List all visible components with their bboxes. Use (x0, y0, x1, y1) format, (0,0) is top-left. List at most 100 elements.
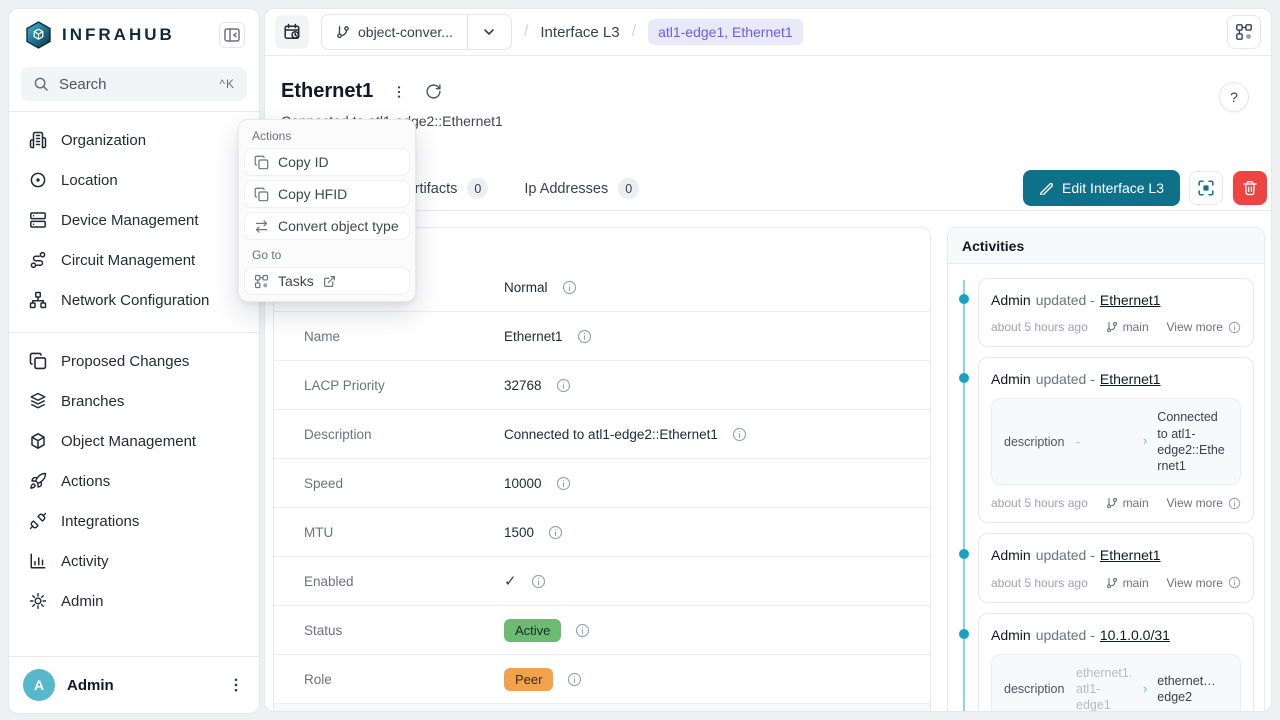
search-input[interactable]: Search ^K (21, 67, 247, 101)
menu-item-label: Copy ID (278, 154, 329, 170)
copy-icon (254, 155, 269, 169)
copy-icon (254, 187, 269, 201)
edit-interface-button[interactable]: Edit Interface L3 (1023, 170, 1180, 206)
activity-actor: Admin (991, 547, 1031, 564)
sidebar-user: A Admin (9, 656, 259, 713)
menu-item-copy-hfid[interactable]: Copy HFID (244, 180, 410, 208)
sidebar-item-location[interactable]: Location (17, 160, 251, 200)
sidebar-item-label: Location (61, 171, 118, 189)
sidebar-item-label: Circuit Management (61, 251, 196, 269)
schema-button[interactable] (1227, 15, 1261, 49)
view-more-label: View more (1166, 320, 1223, 335)
menu-item-convert-object-type[interactable]: Convert object type (244, 212, 410, 240)
sidebar-item-activity[interactable]: Activity (17, 541, 251, 581)
info-icon[interactable] (556, 378, 571, 393)
menu-item-tasks[interactable]: Tasks (244, 267, 410, 295)
sidebar-item-label: Integrations (61, 512, 140, 530)
sidebar-item-label: Proposed Changes (61, 352, 190, 370)
sidebar-divider (9, 332, 259, 333)
view-more-link[interactable]: View more (1167, 576, 1241, 590)
info-icon[interactable] (732, 427, 747, 442)
topbar: object-conver... / Interface L3 / atl1-e… (265, 9, 1271, 56)
menu-item-copy-id[interactable]: Copy ID (244, 148, 410, 176)
sidebar-item-integrations[interactable]: Integrations (17, 501, 251, 541)
sidebar-divider (9, 111, 259, 112)
info-icon[interactable] (562, 280, 577, 295)
view-more-label: View more (1166, 575, 1223, 590)
activity-object-link[interactable]: Ethernet1 (1099, 547, 1161, 564)
view-more-link[interactable]: View more (1167, 496, 1241, 510)
convert-arrows-icon (255, 219, 268, 233)
info-icon (1228, 497, 1241, 510)
view-more-link[interactable]: View more (1167, 320, 1241, 334)
view-more-label: View more (1166, 496, 1223, 511)
info-icon[interactable] (548, 525, 563, 540)
package-icon (31, 433, 45, 449)
activities-timeline: Admin updated - Ethernet1 about 5 hours … (948, 264, 1264, 711)
enabled-checkmark: ✓ (504, 572, 517, 590)
activity-action: updated - (1035, 371, 1095, 388)
sidebar-item-organization[interactable]: Organization (17, 120, 251, 160)
activity-object-link[interactable]: Ethernet1 (1099, 292, 1161, 308)
activity-branch[interactable]: main (1106, 576, 1149, 590)
manage-groups-button[interactable] (1189, 171, 1223, 205)
sidebar-item-proposed-changes[interactable]: Proposed Changes (17, 341, 251, 381)
branch-selector[interactable]: object-conver... (321, 14, 512, 50)
sidebar-item-branches[interactable]: Branches (17, 381, 251, 421)
branch-name: object-conver... (358, 24, 453, 40)
chevron-down-icon (484, 29, 495, 35)
help-button[interactable]: ? (1219, 82, 1249, 112)
activity-time: about 5 hours ago (991, 496, 1088, 511)
logo-row: INFRAHUB (9, 9, 259, 59)
sidebar-item-network-configuration[interactable]: Network Configuration (17, 280, 251, 320)
details-panel: Normal Name Ethernet1 LACP Priority 3276… (273, 227, 931, 711)
sidebar-item-actions[interactable]: Actions (17, 461, 251, 501)
activity-branch[interactable]: main (1106, 496, 1149, 510)
info-icon[interactable] (567, 672, 582, 687)
user-menu-button[interactable] (227, 676, 245, 694)
detail-label: LACP Priority (304, 377, 385, 393)
activity-branch[interactable]: main (1106, 320, 1149, 334)
activity-diff: description - › Connected to atl1-edge2:… (991, 398, 1241, 486)
object-actions-menu-button[interactable] (391, 84, 407, 100)
activity-action: updated - (1035, 626, 1095, 643)
menu-item-label: Convert object type (278, 218, 399, 234)
sidebar-item-circuit-management[interactable]: Circuit Management (17, 240, 251, 280)
sidebar-item-object-management[interactable]: Object Management (17, 421, 251, 461)
git-branch-icon (1106, 322, 1117, 333)
info-icon[interactable] (531, 574, 546, 589)
delete-button[interactable] (1233, 171, 1267, 205)
breadcrumb-object-badge[interactable]: atl1-edge1, Ethernet1 (648, 19, 803, 45)
tab-artifacts[interactable]: Artifacts 0 (405, 178, 489, 199)
refresh-button[interactable] (425, 83, 442, 100)
activity-time: about 5 hours ago (991, 320, 1088, 335)
gear-icon (29, 592, 47, 610)
breadcrumb-interface-l3[interactable]: Interface L3 (540, 23, 620, 41)
activity-card: Admin updated - Ethernet1 about 5 hours … (959, 278, 1254, 348)
avatar: A (23, 669, 55, 701)
object-actions-menu: Actions Copy ID Copy HFID Convert object… (238, 119, 416, 302)
info-icon[interactable] (556, 476, 571, 491)
content-area: object-conver... / Interface L3 / atl1-e… (264, 8, 1272, 712)
activity-branch-name: main (1122, 575, 1149, 590)
search-shortcut: ^K (219, 77, 235, 91)
activity-actor: Admin (991, 371, 1031, 388)
tab-count-badge: 0 (618, 178, 640, 199)
sidebar-item-admin[interactable]: Admin (17, 581, 251, 621)
branch-selector-caret[interactable] (466, 15, 511, 49)
info-icon[interactable] (575, 623, 590, 638)
sidebar-item-label: Network Configuration (61, 291, 210, 309)
activity-object-link[interactable]: 10.1.0.0/31 (1099, 626, 1170, 643)
sidebar-collapse-button[interactable] (219, 22, 245, 48)
tabs-row: Artifacts 0 Ip Addresses 0 Edit Interfac… (265, 167, 1271, 211)
detail-label: Name (304, 328, 341, 344)
server-icon (30, 212, 46, 228)
tab-ip-addresses[interactable]: Ip Addresses 0 (524, 178, 640, 199)
box-select-icon (1198, 180, 1214, 196)
activity-actor: Admin (991, 626, 1031, 643)
sidebar-item-device-management[interactable]: Device Management (17, 200, 251, 240)
activity-object-link[interactable]: Ethernet1 (1099, 371, 1161, 388)
info-icon[interactable] (577, 329, 592, 344)
date-picker-button[interactable] (275, 15, 309, 49)
detail-row: Enabled ✓ (274, 557, 930, 606)
